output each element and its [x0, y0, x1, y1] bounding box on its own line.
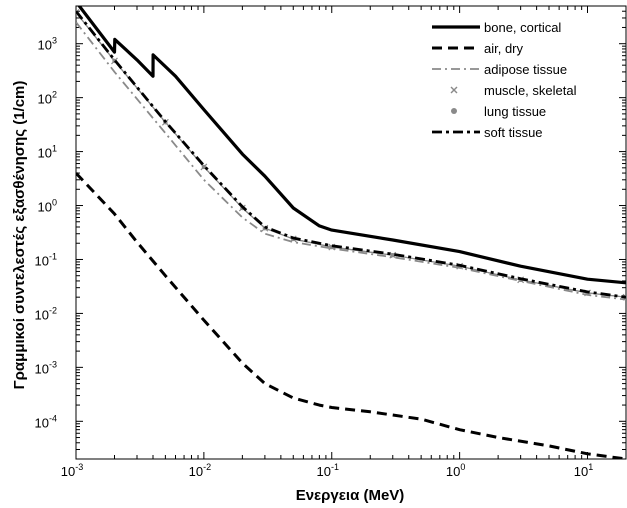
- x-tick-label: 10-1: [317, 462, 339, 479]
- series-line-bone-cortical: [77, 6, 626, 285]
- legend-label: air, dry: [484, 41, 524, 56]
- y-tick-label: 103: [38, 36, 57, 53]
- y-tick-label: 100: [38, 198, 57, 215]
- legend-item-bone-cortical: bone, cortical: [432, 20, 561, 35]
- y-axis-label: Γραμμικοί συντελεστές εξασθένησης (1/cm): [11, 81, 28, 390]
- legend: bone, cortical air, dry adipose tissue musc…: [432, 20, 577, 140]
- legend-marker: [450, 86, 458, 94]
- legend-item-muscle-skeletal: muscle, skeletal: [450, 83, 577, 98]
- y-tick-label: 10-4: [35, 413, 57, 430]
- legend-item-adipose-tissue: adipose tissue: [432, 62, 567, 77]
- legend-item-soft-tissue: soft tissue: [432, 125, 543, 140]
- y-tick-label: 10-1: [35, 251, 57, 268]
- x-tick-label: 101: [574, 462, 593, 479]
- y-tick-label: 10-3: [35, 359, 57, 376]
- series-line-air-dry: [76, 172, 626, 459]
- y-tick-label: 102: [38, 90, 57, 107]
- legend-marker: [451, 108, 457, 114]
- y-tick-label: 101: [38, 144, 57, 161]
- y-tick-label: 10-2: [35, 305, 57, 322]
- x-axis-label: Ενεργεια (MeV): [296, 487, 405, 504]
- legend-label: adipose tissue: [484, 62, 567, 77]
- legend-item-air-dry: air, dry: [432, 41, 524, 56]
- series-layer: [76, 6, 626, 459]
- x-tick-label: 10-3: [61, 462, 83, 479]
- series-line-soft-tissue: [76, 10, 626, 299]
- y-axis-ticks: 10-4 10-3 10-2 10-1 100 101 102 103: [35, 5, 626, 460]
- legend-label: soft tissue: [484, 125, 543, 140]
- series-point-muscle-skeletal: [622, 293, 626, 301]
- legend-label: muscle, skeletal: [484, 83, 577, 98]
- legend-label: lung tissue: [484, 104, 546, 119]
- x-tick-label: 100: [446, 462, 465, 479]
- legend-item-lung-tissue: lung tissue: [451, 104, 546, 119]
- legend-label: bone, cortical: [484, 20, 561, 35]
- x-axis-ticks: 10-3 10-2 10-1 100 101: [61, 6, 627, 479]
- x-tick-label: 10-2: [189, 462, 211, 479]
- series-point-lung-tissue: [390, 252, 395, 258]
